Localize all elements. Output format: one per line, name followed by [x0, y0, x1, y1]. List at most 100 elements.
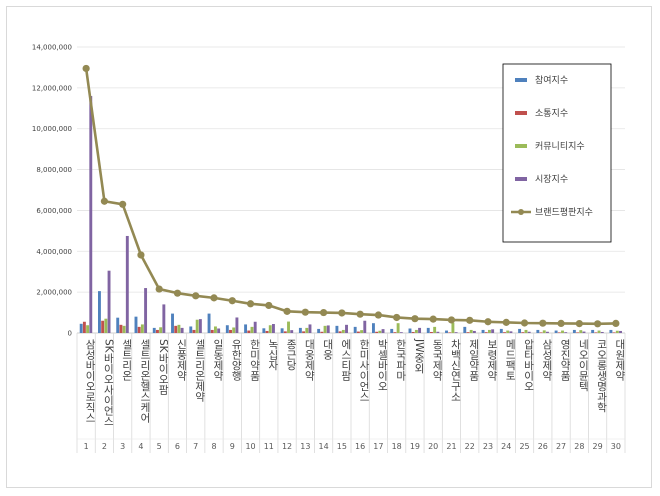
rank-number: 23: [483, 442, 493, 451]
rank-number: 24: [501, 442, 511, 451]
bar: [262, 328, 266, 333]
bar: [280, 328, 284, 333]
bar: [399, 332, 403, 333]
rank-number: 12: [282, 442, 292, 451]
bar: [235, 317, 239, 333]
bar: [326, 325, 330, 333]
bar: [287, 321, 290, 333]
brand-index-point: [484, 318, 492, 326]
bar: [503, 332, 506, 333]
bar: [356, 331, 360, 333]
rank-number: 7: [193, 442, 198, 451]
bar: [298, 327, 302, 333]
category-label: 대웅제약: [303, 339, 315, 382]
bar: [381, 329, 385, 333]
brand-index-point: [100, 197, 108, 205]
bar: [265, 330, 269, 333]
bar: [612, 332, 616, 333]
bar: [232, 327, 236, 333]
bar: [302, 331, 306, 333]
bar: [195, 319, 199, 333]
y-tick-label: 2,000,000: [36, 289, 72, 297]
rank-number: 27: [556, 442, 566, 451]
category-label: 한미약품: [249, 339, 261, 381]
bar: [104, 318, 108, 333]
rank-number: 2: [102, 442, 107, 451]
category-label: 일동제약: [212, 338, 224, 382]
bar: [463, 326, 467, 333]
legend-label: 커뮤니티지수: [535, 141, 585, 152]
bar: [217, 328, 221, 333]
bar: [372, 323, 375, 333]
y-tick-label: 14,000,000: [32, 44, 72, 52]
bar: [116, 317, 120, 333]
bar: [119, 324, 123, 333]
y-tick-label: 12,000,000: [32, 84, 72, 92]
category-label: 대원제약: [614, 339, 626, 382]
rank-number: 25: [519, 442, 529, 451]
category-label: 셀트리온: [121, 339, 133, 381]
bar: [572, 329, 576, 333]
bar: [576, 332, 580, 333]
bar: [162, 304, 166, 333]
bar: [268, 325, 272, 333]
x-axis: 삼성바이오로직스 1 SK바이오사이언스 2 셀트리온 3 셀트리온헬스케어 4 SK바이오팜 5…: [76, 333, 626, 453]
brand-index-point: [447, 316, 456, 324]
brand-index-point: [173, 289, 182, 297]
bar: [499, 328, 503, 333]
bar: [140, 324, 144, 333]
bar: [524, 329, 528, 333]
brand-index-point: [594, 320, 602, 328]
bar: [214, 326, 217, 333]
brand-index-point: [575, 320, 583, 328]
category-label: 에스티팜: [340, 339, 352, 381]
bar: [518, 328, 522, 333]
category-label: 삼성제약: [541, 339, 553, 382]
category-label: 유한양행: [230, 339, 242, 381]
bar: [378, 330, 382, 333]
brand-index-point: [539, 319, 547, 327]
bar: [101, 320, 105, 333]
bar: [597, 330, 601, 333]
legend-label: 소통지수: [535, 108, 568, 119]
brand-index-point: [192, 292, 200, 300]
legend-swatch: [515, 111, 527, 115]
bar: [89, 96, 93, 334]
brand-index-point: [466, 316, 474, 324]
rank-number: 16: [355, 442, 365, 451]
y-axis: 0 2,000,000 4,000,000 6,000,000 8,000,000 10,…: [32, 44, 72, 338]
rank-number: 5: [157, 442, 162, 451]
category-label: JW중외: [413, 338, 425, 374]
category-label: 신풍제약: [175, 339, 187, 382]
bar: [451, 322, 455, 333]
line-series: [82, 64, 620, 328]
brand-index-point: [356, 310, 364, 318]
bar: [408, 328, 412, 333]
y-tick-label: 6,000,000: [36, 207, 72, 215]
bar: [283, 331, 287, 333]
rank-number: 28: [574, 442, 584, 451]
brand-index-point: [82, 64, 90, 73]
category-label: 박셀바이오: [376, 339, 388, 392]
bar: [180, 327, 184, 333]
category-label: 삼성바이오로직스: [84, 339, 96, 423]
bar: [137, 326, 141, 333]
bar: [79, 323, 83, 333]
rank-number: 19: [410, 442, 420, 451]
bar: [579, 330, 583, 333]
bar: [418, 327, 422, 333]
chart-frame: 0 2,000,000 4,000,000 6,000,000 8,000,000 10,…: [6, 6, 652, 488]
brand-index-point: [119, 200, 127, 208]
bar: [521, 332, 525, 333]
bar: [594, 332, 598, 333]
bar: [353, 326, 357, 333]
category-label: 녹십자: [267, 339, 279, 371]
brand-index-point: [137, 251, 145, 259]
bar: [436, 331, 440, 333]
bar: [491, 329, 495, 333]
legend-swatch-marker: [518, 209, 524, 215]
bar: [174, 325, 178, 333]
category-label: 한국파마: [395, 339, 407, 382]
bar: [320, 331, 324, 333]
